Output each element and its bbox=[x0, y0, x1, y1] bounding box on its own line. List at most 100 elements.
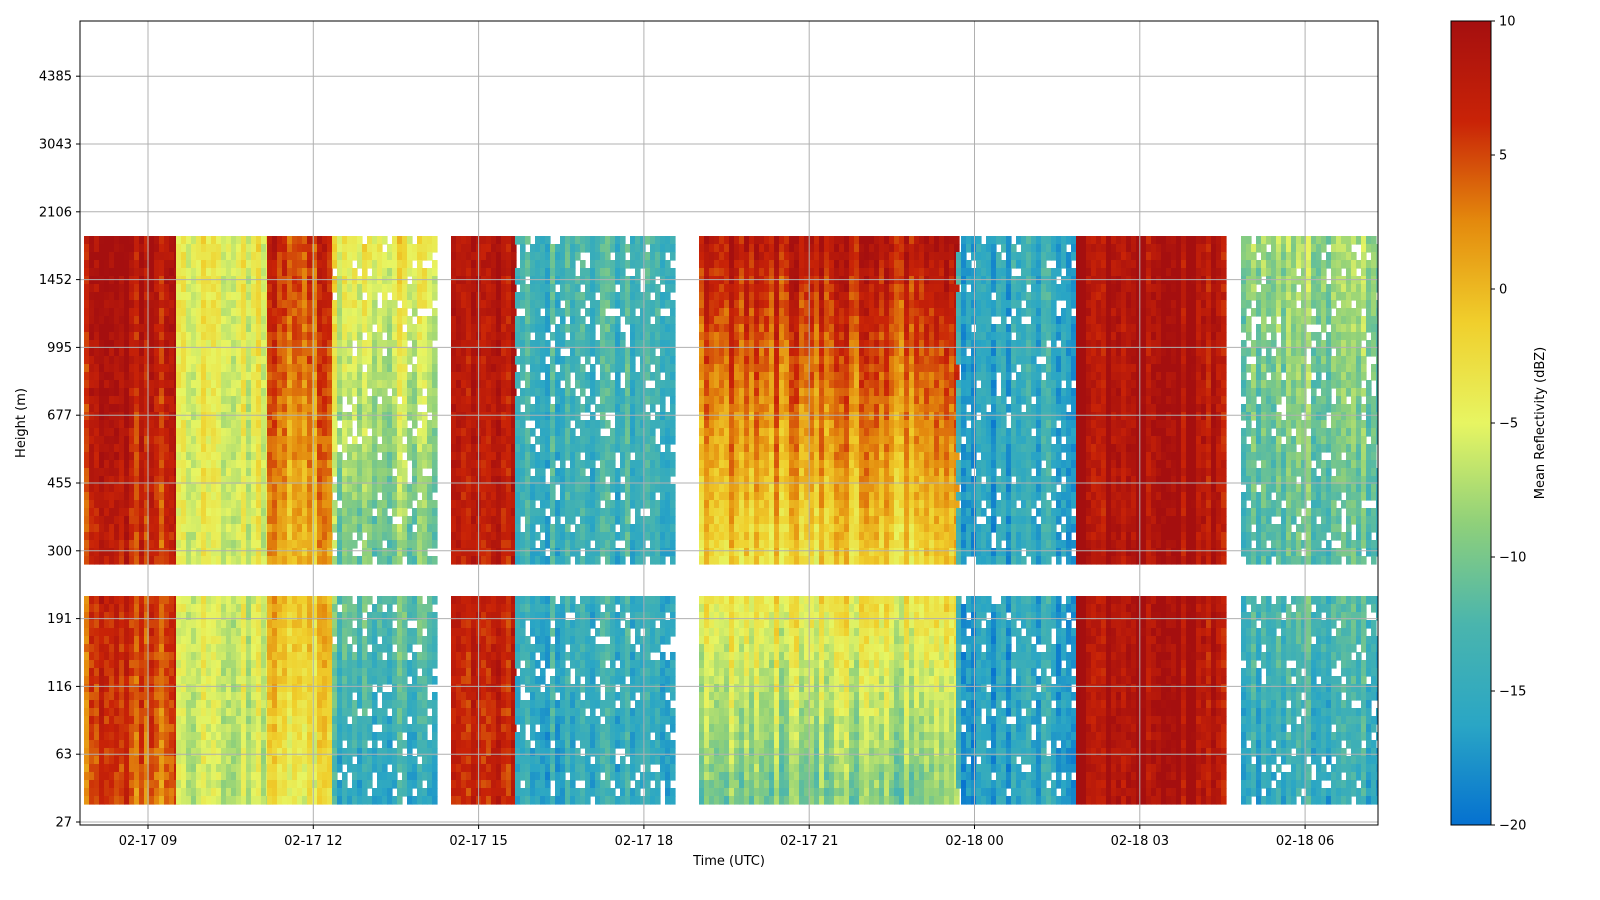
heatmap-cell bbox=[317, 412, 323, 421]
heatmap-cell bbox=[89, 612, 95, 621]
heatmap-cell bbox=[186, 316, 192, 325]
heatmap-cell bbox=[181, 252, 187, 261]
heatmap-cell bbox=[347, 332, 353, 341]
heatmap-cell bbox=[236, 660, 242, 669]
heatmap-cell bbox=[226, 756, 232, 765]
heatmap-cell bbox=[236, 380, 242, 389]
heatmap-cell bbox=[201, 524, 207, 533]
heatmap-cell bbox=[471, 796, 477, 805]
heatmap-cell bbox=[104, 460, 110, 469]
heatmap-cell bbox=[302, 236, 308, 245]
heatmap-cell bbox=[99, 436, 105, 445]
heatmap-cell bbox=[104, 612, 110, 621]
heatmap-cell bbox=[307, 660, 313, 669]
heatmap-cell bbox=[277, 324, 283, 333]
heatmap-cell bbox=[99, 292, 105, 301]
heatmap-cell bbox=[114, 452, 120, 461]
heatmap-cell bbox=[367, 508, 373, 517]
heatmap-cell bbox=[352, 332, 358, 341]
heatmap-cell bbox=[317, 596, 323, 605]
heatmap-cell bbox=[471, 396, 477, 405]
heatmap-cell bbox=[84, 788, 90, 797]
heatmap-cell bbox=[407, 524, 413, 533]
heatmap-cell bbox=[392, 364, 398, 373]
heatmap-cell bbox=[466, 668, 472, 677]
heatmap-cell bbox=[312, 236, 318, 245]
heatmap-cell bbox=[94, 468, 100, 477]
heatmap-cell bbox=[342, 292, 348, 301]
heatmap-cell bbox=[327, 652, 333, 661]
heatmap-cell bbox=[169, 252, 175, 261]
heatmap-cell bbox=[352, 508, 358, 517]
heatmap-cell bbox=[186, 644, 192, 653]
heatmap-cell bbox=[432, 276, 438, 285]
heatmap-cell bbox=[402, 276, 408, 285]
heatmap-cell bbox=[149, 444, 155, 453]
heatmap-cell bbox=[129, 372, 135, 381]
heatmap-cell bbox=[357, 332, 363, 341]
heatmap-cell bbox=[272, 676, 278, 685]
heatmap-cell bbox=[367, 476, 373, 485]
heatmap-cell bbox=[211, 532, 217, 541]
heatmap-cell bbox=[267, 636, 273, 645]
heatmap-cell bbox=[181, 692, 187, 701]
heatmap-cell bbox=[287, 516, 293, 525]
heatmap-cell bbox=[322, 684, 328, 693]
heatmap-cell bbox=[456, 676, 462, 685]
heatmap-cell bbox=[89, 540, 95, 549]
heatmap-cell bbox=[362, 460, 368, 469]
heatmap-cell bbox=[256, 620, 262, 629]
heatmap-cell bbox=[124, 356, 130, 365]
heatmap-cell bbox=[226, 700, 232, 709]
heatmap-cell bbox=[119, 676, 125, 685]
heatmap-cell bbox=[307, 404, 313, 413]
heatmap-cell bbox=[216, 516, 222, 525]
heatmap-cell bbox=[119, 556, 125, 565]
heatmap-cell bbox=[119, 388, 125, 397]
heatmap-cell bbox=[99, 516, 105, 525]
heatmap-cell bbox=[282, 436, 288, 445]
heatmap-cell bbox=[312, 340, 318, 349]
heatmap-cell bbox=[456, 636, 462, 645]
heatmap-cell bbox=[392, 716, 398, 725]
heatmap-cell bbox=[317, 748, 323, 757]
heatmap-cell bbox=[267, 460, 273, 469]
heatmap-cell bbox=[307, 724, 313, 733]
heatmap-cell bbox=[327, 716, 333, 725]
heatmap-cell bbox=[466, 468, 472, 477]
heatmap-cell bbox=[134, 276, 140, 285]
heatmap-cell bbox=[272, 436, 278, 445]
heatmap-cell bbox=[312, 460, 318, 469]
heatmap-cell bbox=[461, 796, 467, 805]
heatmap-cell bbox=[412, 460, 418, 469]
heatmap-cell bbox=[292, 724, 298, 733]
heatmap-cell bbox=[292, 260, 298, 269]
heatmap-cell bbox=[94, 412, 100, 421]
heatmap-cell bbox=[347, 676, 353, 685]
heatmap-cell bbox=[466, 620, 472, 629]
heatmap-cell bbox=[144, 340, 150, 349]
heatmap-cell bbox=[377, 660, 383, 669]
heatmap-cell bbox=[186, 484, 192, 493]
heatmap-cell bbox=[456, 420, 462, 429]
heatmap-cell bbox=[377, 348, 383, 357]
heatmap-cell bbox=[191, 420, 197, 429]
heatmap-cell bbox=[191, 764, 197, 773]
heatmap-cell bbox=[114, 444, 120, 453]
heatmap-cell bbox=[236, 748, 242, 757]
heatmap-cell bbox=[216, 252, 222, 261]
heatmap-cell bbox=[124, 612, 130, 621]
heatmap-cell bbox=[129, 772, 135, 781]
heatmap-cell bbox=[432, 420, 438, 429]
heatmap-cell bbox=[164, 660, 170, 669]
heatmap-cell bbox=[241, 316, 247, 325]
heatmap-cell bbox=[322, 436, 328, 445]
heatmap-cell bbox=[307, 492, 313, 501]
heatmap-cell bbox=[377, 508, 383, 517]
heatmap-cell bbox=[327, 508, 333, 517]
heatmap-cell bbox=[216, 788, 222, 797]
heatmap-cell bbox=[154, 348, 160, 357]
heatmap-cell bbox=[466, 700, 472, 709]
heatmap-cell bbox=[99, 236, 105, 245]
heatmap-cell bbox=[417, 652, 423, 661]
